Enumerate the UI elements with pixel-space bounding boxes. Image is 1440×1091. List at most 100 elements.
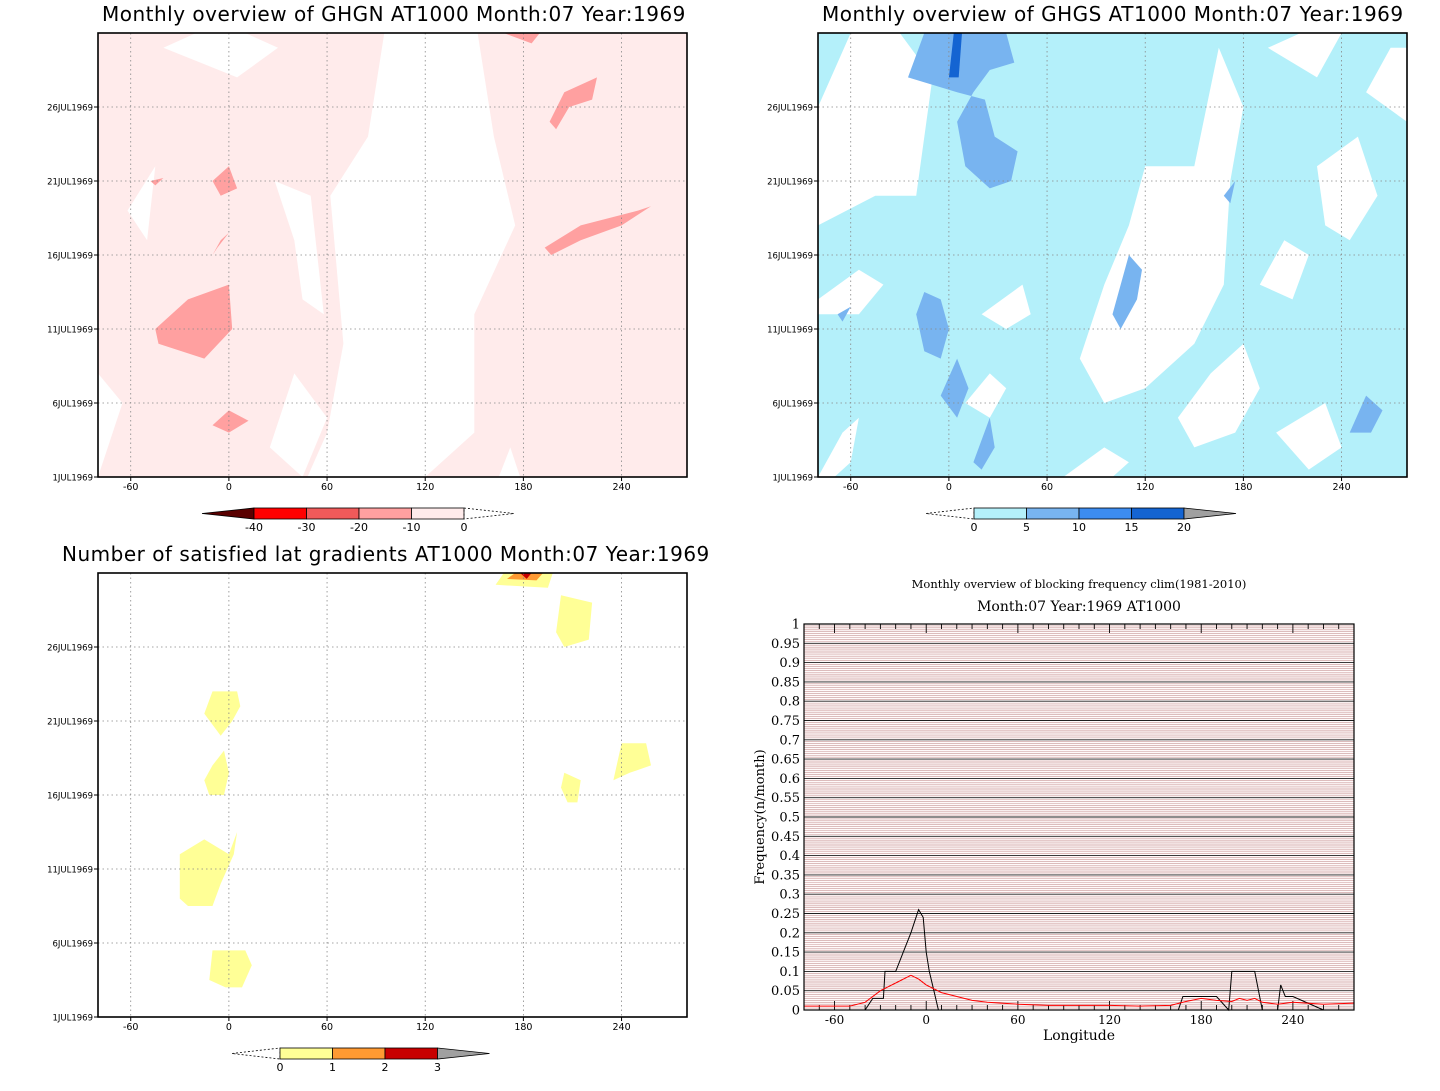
y-tick-label-0: 1JUL1969 — [772, 474, 813, 484]
colorbar-arrow-high — [463, 507, 515, 520]
y-tick-label-13: 0.65 — [771, 753, 800, 768]
x-tick-label-1: 0 — [946, 482, 952, 493]
contour-region-16 — [973, 417, 995, 470]
y-tick-label-19: 0.95 — [771, 637, 800, 652]
heatmap-ghgs: -60 0 60 120 180 240 1JUL1969 6JUL1969 11JUL1969… — [767, 32, 1408, 534]
y-tick-label-1: 6JUL1969 — [52, 940, 93, 950]
contour-region-3 — [965, 373, 1007, 418]
contour-region-11 — [1366, 47, 1407, 122]
y-tick-label-0: 0 — [792, 1004, 800, 1019]
x-tick-label-3: 120 — [1136, 482, 1154, 493]
colorbar-arrow-low — [925, 507, 975, 520]
colorbar-arrow-low — [231, 1047, 281, 1060]
colorbar-label-2: 10 — [1072, 521, 1086, 534]
contour-region-5 — [1063, 447, 1129, 477]
y-tick-label-5: 0.25 — [771, 907, 800, 922]
x-tick-label-3: 120 — [416, 1022, 434, 1033]
y-tick-label-1: 6JUL1969 — [772, 400, 813, 410]
y-tick-label-4: 0.2 — [779, 926, 800, 941]
contour-region-2 — [163, 33, 278, 78]
contour-region-7 — [155, 284, 233, 359]
contour-region-1 — [204, 750, 229, 795]
contour-region-1 — [127, 166, 156, 241]
contour-region-14 — [916, 292, 949, 359]
contour-region-6 — [498, 447, 521, 477]
contour-region-3 — [209, 950, 252, 988]
y-tick-label-12: 0.6 — [779, 772, 800, 787]
y-tick-label-9: 0.45 — [771, 830, 800, 845]
y-tick-label-3: 16JUL1969 — [47, 252, 93, 262]
colorbar-label-1: 5 — [1023, 521, 1030, 534]
y-tick-label-6: 0.3 — [779, 888, 800, 903]
y-tick-label-2: 11JUL1969 — [767, 326, 813, 336]
colorbar-arrow-low — [201, 507, 255, 520]
colorbar-arrow-high — [437, 1047, 490, 1060]
colorbar-box-3 — [1131, 507, 1185, 520]
colorbar-label-3: 15 — [1125, 521, 1139, 534]
contour-region-21 — [948, 33, 962, 78]
colorbar-label-0: 0 — [277, 1061, 284, 1074]
x-tick-label-0: -60 — [843, 482, 859, 493]
contour-region-10 — [212, 410, 249, 433]
y-tick-label-0: 1JUL1969 — [52, 1014, 93, 1024]
chart-title-ghgn: Monthly overview of GHGN AT1000 Month:07… — [102, 2, 686, 26]
colorbar: 0 5 10 15 20 — [925, 507, 1237, 534]
y-tick-label-2: 11JUL1969 — [47, 866, 93, 876]
x-axis-label: Longitude — [1043, 1028, 1115, 1044]
colorbar-label-1: -30 — [298, 521, 316, 534]
chart-title-ghgs: Monthly overview of GHGS AT1000 Month:07… — [822, 2, 1404, 26]
colorbar-label-3: 3 — [434, 1061, 441, 1074]
y-tick-label-8: 0.4 — [779, 849, 800, 864]
colorbar-label-0: 0 — [971, 521, 978, 534]
colorbar-label-1: 1 — [329, 1061, 336, 1074]
y-tick-label-16: 0.8 — [779, 695, 800, 710]
x-tick-label-1: 0 — [226, 482, 232, 493]
y-tick-label-2: 11JUL1969 — [47, 326, 93, 336]
colorbar-label-2: 2 — [382, 1061, 389, 1074]
colorbar: -40 -30 -20 -10 0 — [201, 507, 515, 534]
y-tick-label-3: 16JUL1969 — [47, 792, 93, 802]
x-tick-label-3: 120 — [1098, 1013, 1121, 1027]
x-tick-label-0: -60 — [825, 1013, 844, 1027]
colorbar-box-1 — [332, 1047, 386, 1060]
colorbar-box-2 — [384, 1047, 438, 1060]
y-tick-label-5: 26JUL1969 — [767, 104, 813, 114]
contour-region-15 — [940, 358, 969, 418]
contour-region-2 — [179, 832, 238, 906]
colorbar-box-1 — [253, 507, 307, 520]
contour-region-8 — [1276, 403, 1342, 470]
colorbar-label-3: -10 — [403, 521, 421, 534]
contour-region-20 — [837, 306, 851, 322]
contour-region-13 — [503, 33, 540, 44]
contour-region-19 — [1223, 181, 1236, 204]
contour-region-13 — [908, 33, 1018, 189]
colorbar-label-0: -40 — [245, 521, 263, 534]
contour-region-6 — [613, 743, 651, 781]
contour-region-1 — [818, 269, 884, 315]
contour-region-0 — [204, 691, 241, 736]
y-tick-label-17: 0.85 — [771, 675, 800, 690]
y-tick-label-18: 0.9 — [779, 656, 800, 671]
colorbar-box-0 — [973, 507, 1027, 520]
contour-regions — [98, 33, 651, 477]
contour-region-12 — [549, 77, 597, 130]
y-tick-label-5: 26JUL1969 — [47, 644, 93, 654]
contour-region-5 — [307, 33, 516, 477]
x-tick-label-1: 0 — [226, 1022, 232, 1033]
x-tick-label-5: 240 — [1281, 1013, 1304, 1027]
y-tick-label-10: 0.5 — [779, 811, 800, 826]
contour-region-12 — [1267, 33, 1342, 78]
contour-region-2 — [818, 417, 859, 477]
plot-frame — [803, 623, 1355, 1011]
colorbar-box-1 — [1026, 507, 1080, 520]
x-tick-label-5: 240 — [612, 482, 630, 493]
y-tick-label-3: 16JUL1969 — [767, 252, 813, 262]
contour-region-17 — [1112, 255, 1142, 329]
contour-region-9 — [1259, 240, 1309, 300]
y-tick-label-1: 0.05 — [771, 984, 800, 999]
x-tick-label-3: 120 — [416, 482, 434, 493]
y-tick-label-1: 6JUL1969 — [52, 400, 93, 410]
y-tick-label-15: 0.75 — [771, 714, 800, 729]
contour-regions — [818, 33, 1407, 477]
colorbar-label-2: -20 — [350, 521, 368, 534]
